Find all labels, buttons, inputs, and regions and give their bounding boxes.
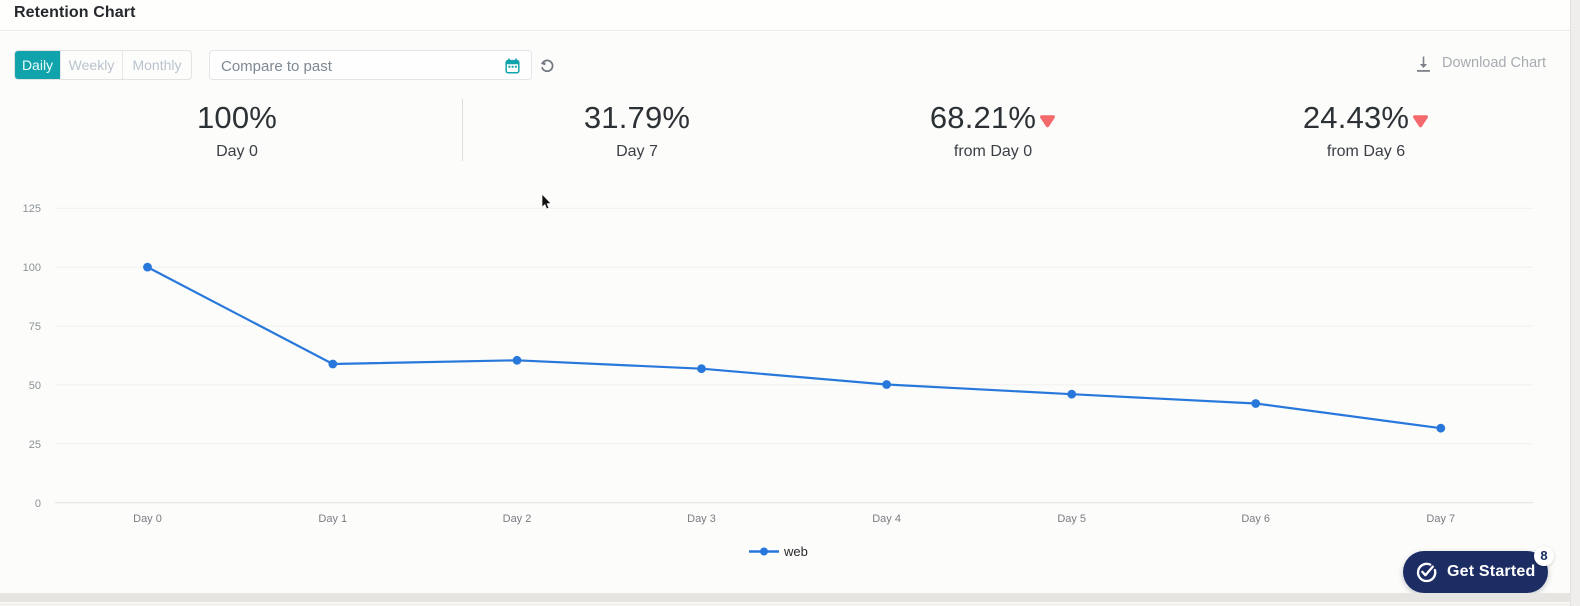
svg-text:Day 0: Day 0 [133,513,162,525]
svg-text:50: 50 [29,380,41,392]
svg-text:Day 2: Day 2 [503,513,532,525]
svg-text:Day 5: Day 5 [1057,513,1086,525]
svg-text:Day 1: Day 1 [318,513,347,525]
svg-text:Day 7: Day 7 [1426,513,1455,525]
svg-text:125: 125 [23,203,41,215]
svg-text:75: 75 [29,321,41,333]
svg-text:100: 100 [23,262,41,274]
svg-text:Day 4: Day 4 [872,513,901,525]
svg-text:0: 0 [35,498,41,510]
svg-text:web: web [783,544,808,559]
svg-text:25: 25 [29,439,41,451]
svg-text:Day 3: Day 3 [687,513,716,525]
svg-text:Day 6: Day 6 [1241,513,1270,525]
